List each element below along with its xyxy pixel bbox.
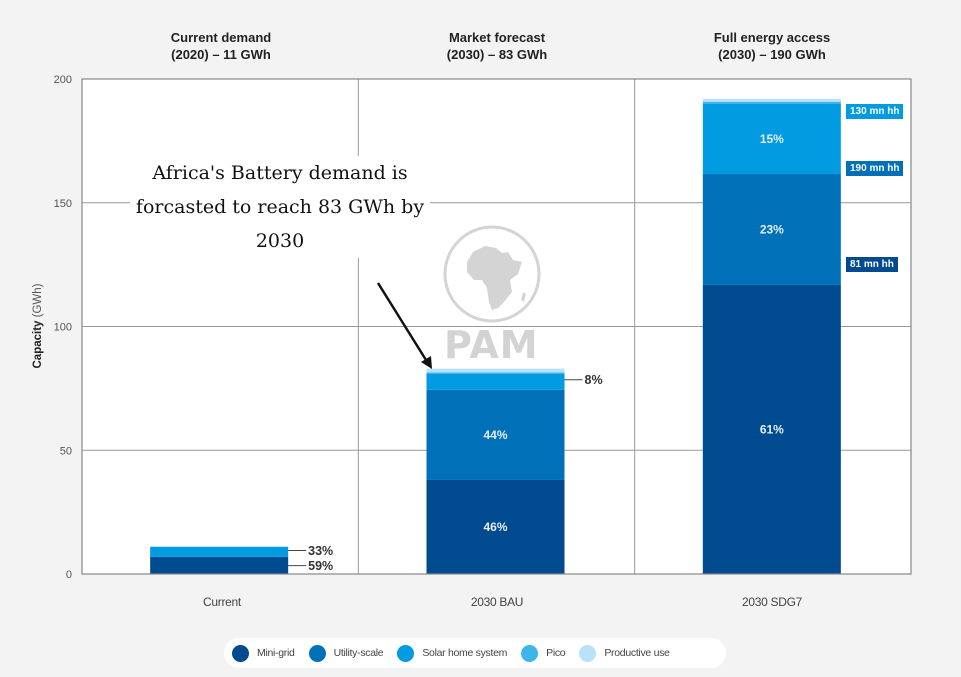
africa-globe-icon	[443, 225, 541, 323]
legend-swatch-utility-scale	[308, 644, 326, 662]
bar-2030-bau-pico	[426, 372, 565, 375]
data-label-2030-sdg7-solar-home-system: 15%	[760, 132, 784, 146]
y-tick-label-150: 150	[54, 198, 72, 210]
legend: Mini-grid Utility-scale Solar home syste…	[224, 638, 726, 668]
data-label-current-mini-grid: 59%	[308, 559, 333, 573]
plot-frame	[81, 78, 912, 575]
legend-item-productive-use: Productive use	[579, 644, 670, 662]
legend-label: Solar home system	[422, 647, 508, 659]
legend-item-utility-scale: Utility-scale	[308, 644, 384, 662]
panel-title-line1: Current demand	[170, 30, 272, 45]
labels-layer: 46% 44% 61% 23% 15% 33%59% 8%	[288, 132, 784, 573]
household-tag-190-mn-hh: 190 mn hh	[846, 160, 904, 176]
bar-2030-bau-solar-home-system	[426, 374, 565, 390]
panel-title-line2: (2030) – 83 GWh	[446, 47, 548, 62]
axis-layer: 0 50 100 150 200	[54, 74, 912, 581]
panel-title-line2: (2030) – 190 GWh	[718, 47, 826, 62]
bar-current-mini-grid	[150, 556, 289, 574]
y-axis-unit: (GWh)	[32, 283, 44, 318]
household-tag-130-mn-hh: 130 mn hh	[846, 103, 904, 119]
callout-arrow-line	[376, 282, 428, 361]
x-tick-current: Current	[203, 595, 241, 609]
panel-title-market-forecast: Market forecast (2030) – 83 GWh	[397, 29, 597, 63]
callout-arrow-head-icon	[421, 356, 432, 369]
data-label-2030-bau-solar-home-system: 8%	[585, 373, 603, 387]
data-label-2030-sdg7-utility-scale: 23%	[760, 222, 784, 236]
legend-label: Productive use	[604, 647, 670, 659]
y-axis-label-text: Capacity	[32, 320, 44, 369]
y-tick-label-100: 100	[54, 322, 72, 334]
bars-layer	[150, 98, 841, 574]
data-label-2030-bau-utility-scale: 44%	[483, 428, 507, 442]
legend-label: Mini-grid	[257, 647, 295, 659]
legend-swatch-productive-use	[579, 644, 597, 662]
legend-item-pico: Pico	[521, 644, 566, 662]
y-tick-label-50: 50	[60, 445, 72, 457]
watermark-text: PAM	[444, 323, 539, 367]
panel-title-line1: Full energy access	[713, 30, 831, 45]
panel-title-current: Current demand (2020) – 11 GWh	[121, 29, 321, 63]
household-tag-81-mn-hh: 81 mn hh	[846, 257, 898, 273]
bar-current-solar-home-system	[150, 546, 289, 557]
bar-2030-sdg7-pico	[702, 101, 841, 104]
y-tick-label-200: 200	[54, 74, 72, 86]
bar-2030-bau-mini-grid	[426, 479, 565, 574]
bar-2030-sdg7-productive-use	[702, 98, 841, 102]
data-label-2030-bau-mini-grid: 46%	[483, 520, 507, 534]
legend-swatch-mini-grid	[232, 644, 249, 662]
data-label-2030-sdg7-mini-grid: 61%	[760, 422, 784, 436]
bar-2030-bau-productive-use	[426, 368, 565, 373]
panel-title-line1: Market forecast	[448, 30, 546, 45]
panel-title-line2: (2020) – 11 GWh	[171, 47, 271, 62]
bar-2030-bau-utility-scale	[426, 389, 565, 480]
y-axis-label: Capacity (GWh)	[32, 284, 44, 369]
legend-swatch-solar-home-system	[397, 644, 415, 662]
x-tick-2030-sdg7: 2030 SDG7	[741, 595, 802, 609]
x-tick-2030-bau: 2030 BAU	[470, 595, 524, 609]
legend-item-mini-grid: Mini-grid	[232, 644, 295, 662]
bar-2030-sdg7-mini-grid	[702, 284, 841, 574]
legend-label: Pico	[546, 647, 566, 659]
bar-2030-sdg7-utility-scale	[702, 174, 841, 285]
legend-label: Utility-scale	[333, 647, 384, 659]
callout-annotation: Africa's Battery demand is forcasted to …	[130, 156, 430, 258]
legend-item-solar-home-system: Solar home system	[397, 644, 508, 662]
data-label-current-solar-home-system: 33%	[308, 544, 333, 558]
panel-title-full-access: Full energy access (2030) – 190 GWh	[672, 29, 872, 63]
legend-swatch-pico	[521, 644, 539, 662]
bar-2030-sdg7-solar-home-system	[702, 103, 841, 175]
y-tick-label-0: 0	[66, 569, 72, 581]
